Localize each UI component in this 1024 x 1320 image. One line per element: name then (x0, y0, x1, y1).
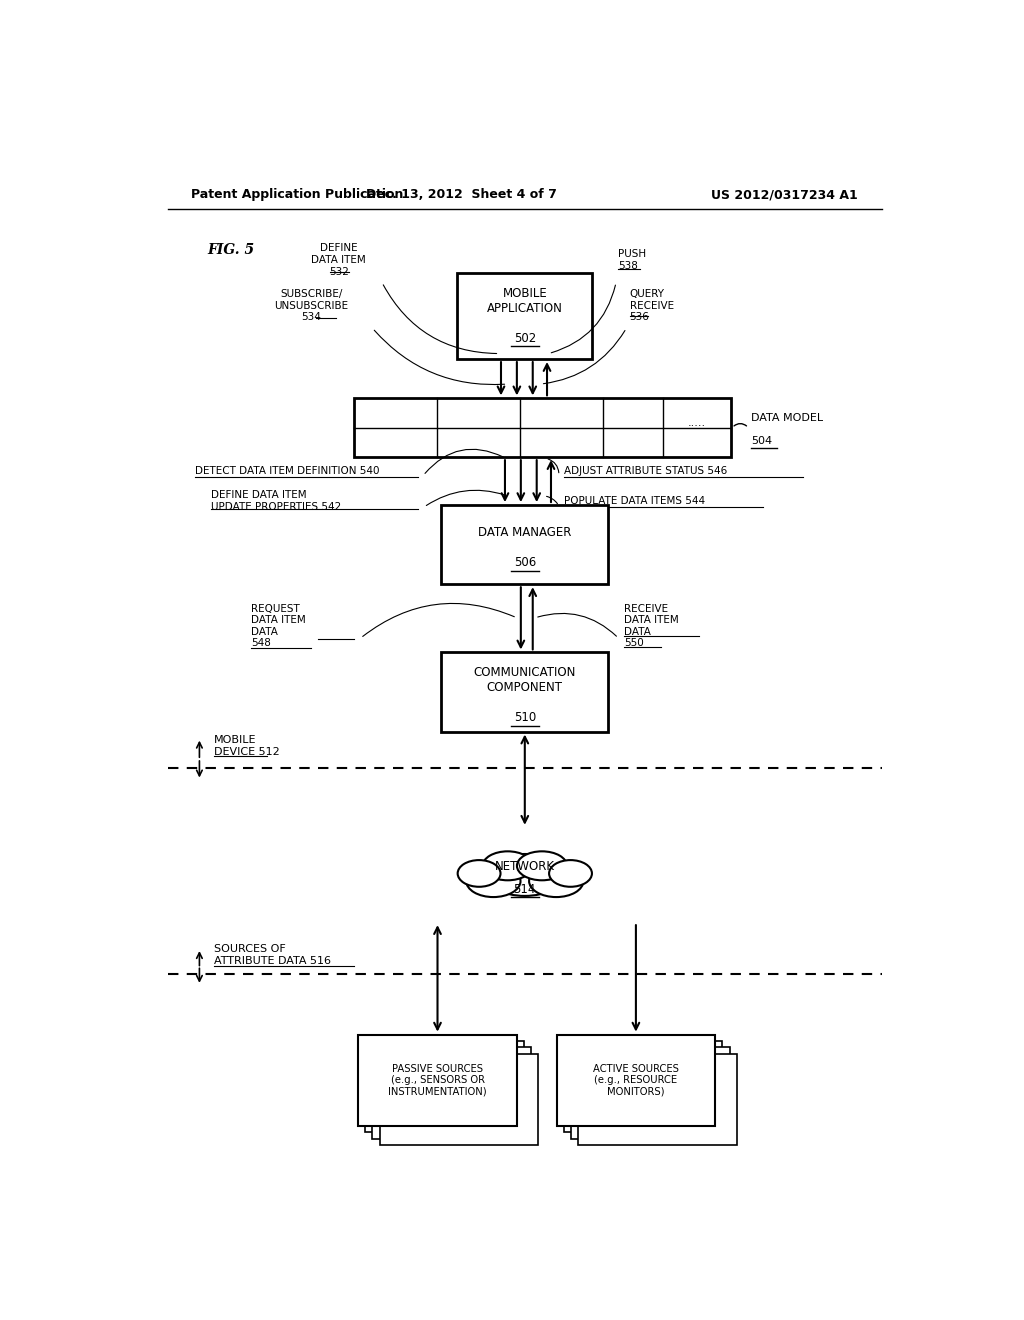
Text: 510: 510 (514, 711, 536, 723)
FancyBboxPatch shape (563, 1041, 722, 1133)
FancyBboxPatch shape (380, 1053, 539, 1146)
Text: .....: ..... (688, 417, 707, 428)
FancyBboxPatch shape (366, 1041, 524, 1133)
Text: Dec. 13, 2012  Sheet 4 of 7: Dec. 13, 2012 Sheet 4 of 7 (366, 189, 557, 202)
Ellipse shape (517, 851, 567, 880)
FancyBboxPatch shape (441, 506, 608, 585)
FancyBboxPatch shape (570, 1047, 729, 1139)
Text: ACTIVE SOURCES
(e.g., RESOURCE
MONITORS): ACTIVE SOURCES (e.g., RESOURCE MONITORS) (593, 1064, 679, 1097)
Ellipse shape (458, 861, 501, 887)
Text: FIG. 5: FIG. 5 (207, 243, 255, 257)
Text: US 2012/0317234 A1: US 2012/0317234 A1 (712, 189, 858, 202)
Text: COMMUNICATION
COMPONENT: COMMUNICATION COMPONENT (474, 665, 575, 694)
Text: RECEIVE
DATA ITEM
DATA
550: RECEIVE DATA ITEM DATA 550 (624, 603, 679, 648)
Text: POPULATE DATA ITEMS 544: POPULATE DATA ITEMS 544 (564, 496, 706, 506)
Text: QUERY
RECEIVE
536: QUERY RECEIVE 536 (630, 289, 674, 322)
Text: DATA MANAGER: DATA MANAGER (478, 525, 571, 539)
FancyBboxPatch shape (557, 1035, 715, 1126)
FancyBboxPatch shape (458, 273, 592, 359)
Ellipse shape (529, 865, 584, 898)
Ellipse shape (485, 854, 564, 896)
Ellipse shape (466, 865, 520, 898)
Text: NETWORK: NETWORK (495, 861, 555, 874)
Text: Patent Application Publication: Patent Application Publication (191, 189, 403, 202)
FancyBboxPatch shape (358, 1035, 517, 1126)
Text: 504: 504 (751, 436, 772, 446)
Text: SOURCES OF
ATTRIBUTE DATA 516: SOURCES OF ATTRIBUTE DATA 516 (214, 944, 331, 966)
Text: DEFINE
DATA ITEM
532: DEFINE DATA ITEM 532 (311, 243, 367, 277)
Text: SUBSCRIBE/
UNSUBSCRIBE
534: SUBSCRIBE/ UNSUBSCRIBE 534 (274, 289, 348, 322)
Text: 506: 506 (514, 557, 536, 569)
Text: PUSH
538: PUSH 538 (618, 249, 646, 271)
Text: DATA MODEL: DATA MODEL (751, 413, 823, 422)
FancyBboxPatch shape (578, 1053, 736, 1146)
Text: MOBILE
DEVICE 512: MOBILE DEVICE 512 (214, 735, 280, 756)
FancyBboxPatch shape (373, 1047, 531, 1139)
Text: PASSIVE SOURCES
(e.g., SENSORS OR
INSTRUMENTATION): PASSIVE SOURCES (e.g., SENSORS OR INSTRU… (388, 1064, 486, 1097)
Text: 514: 514 (514, 883, 536, 896)
Text: DETECT DATA ITEM DEFINITION 540: DETECT DATA ITEM DEFINITION 540 (196, 466, 380, 477)
Text: REQUEST
DATA ITEM
DATA
548: REQUEST DATA ITEM DATA 548 (251, 603, 306, 648)
Text: MOBILE
APPLICATION: MOBILE APPLICATION (486, 286, 563, 314)
Text: ADJUST ATTRIBUTE STATUS 546: ADJUST ATTRIBUTE STATUS 546 (564, 466, 728, 477)
Ellipse shape (482, 851, 532, 880)
Text: DEFINE DATA ITEM
UPDATE PROPERTIES 542: DEFINE DATA ITEM UPDATE PROPERTIES 542 (211, 490, 342, 512)
FancyBboxPatch shape (354, 399, 731, 457)
FancyBboxPatch shape (441, 652, 608, 731)
Text: 502: 502 (514, 331, 536, 345)
Ellipse shape (549, 861, 592, 887)
